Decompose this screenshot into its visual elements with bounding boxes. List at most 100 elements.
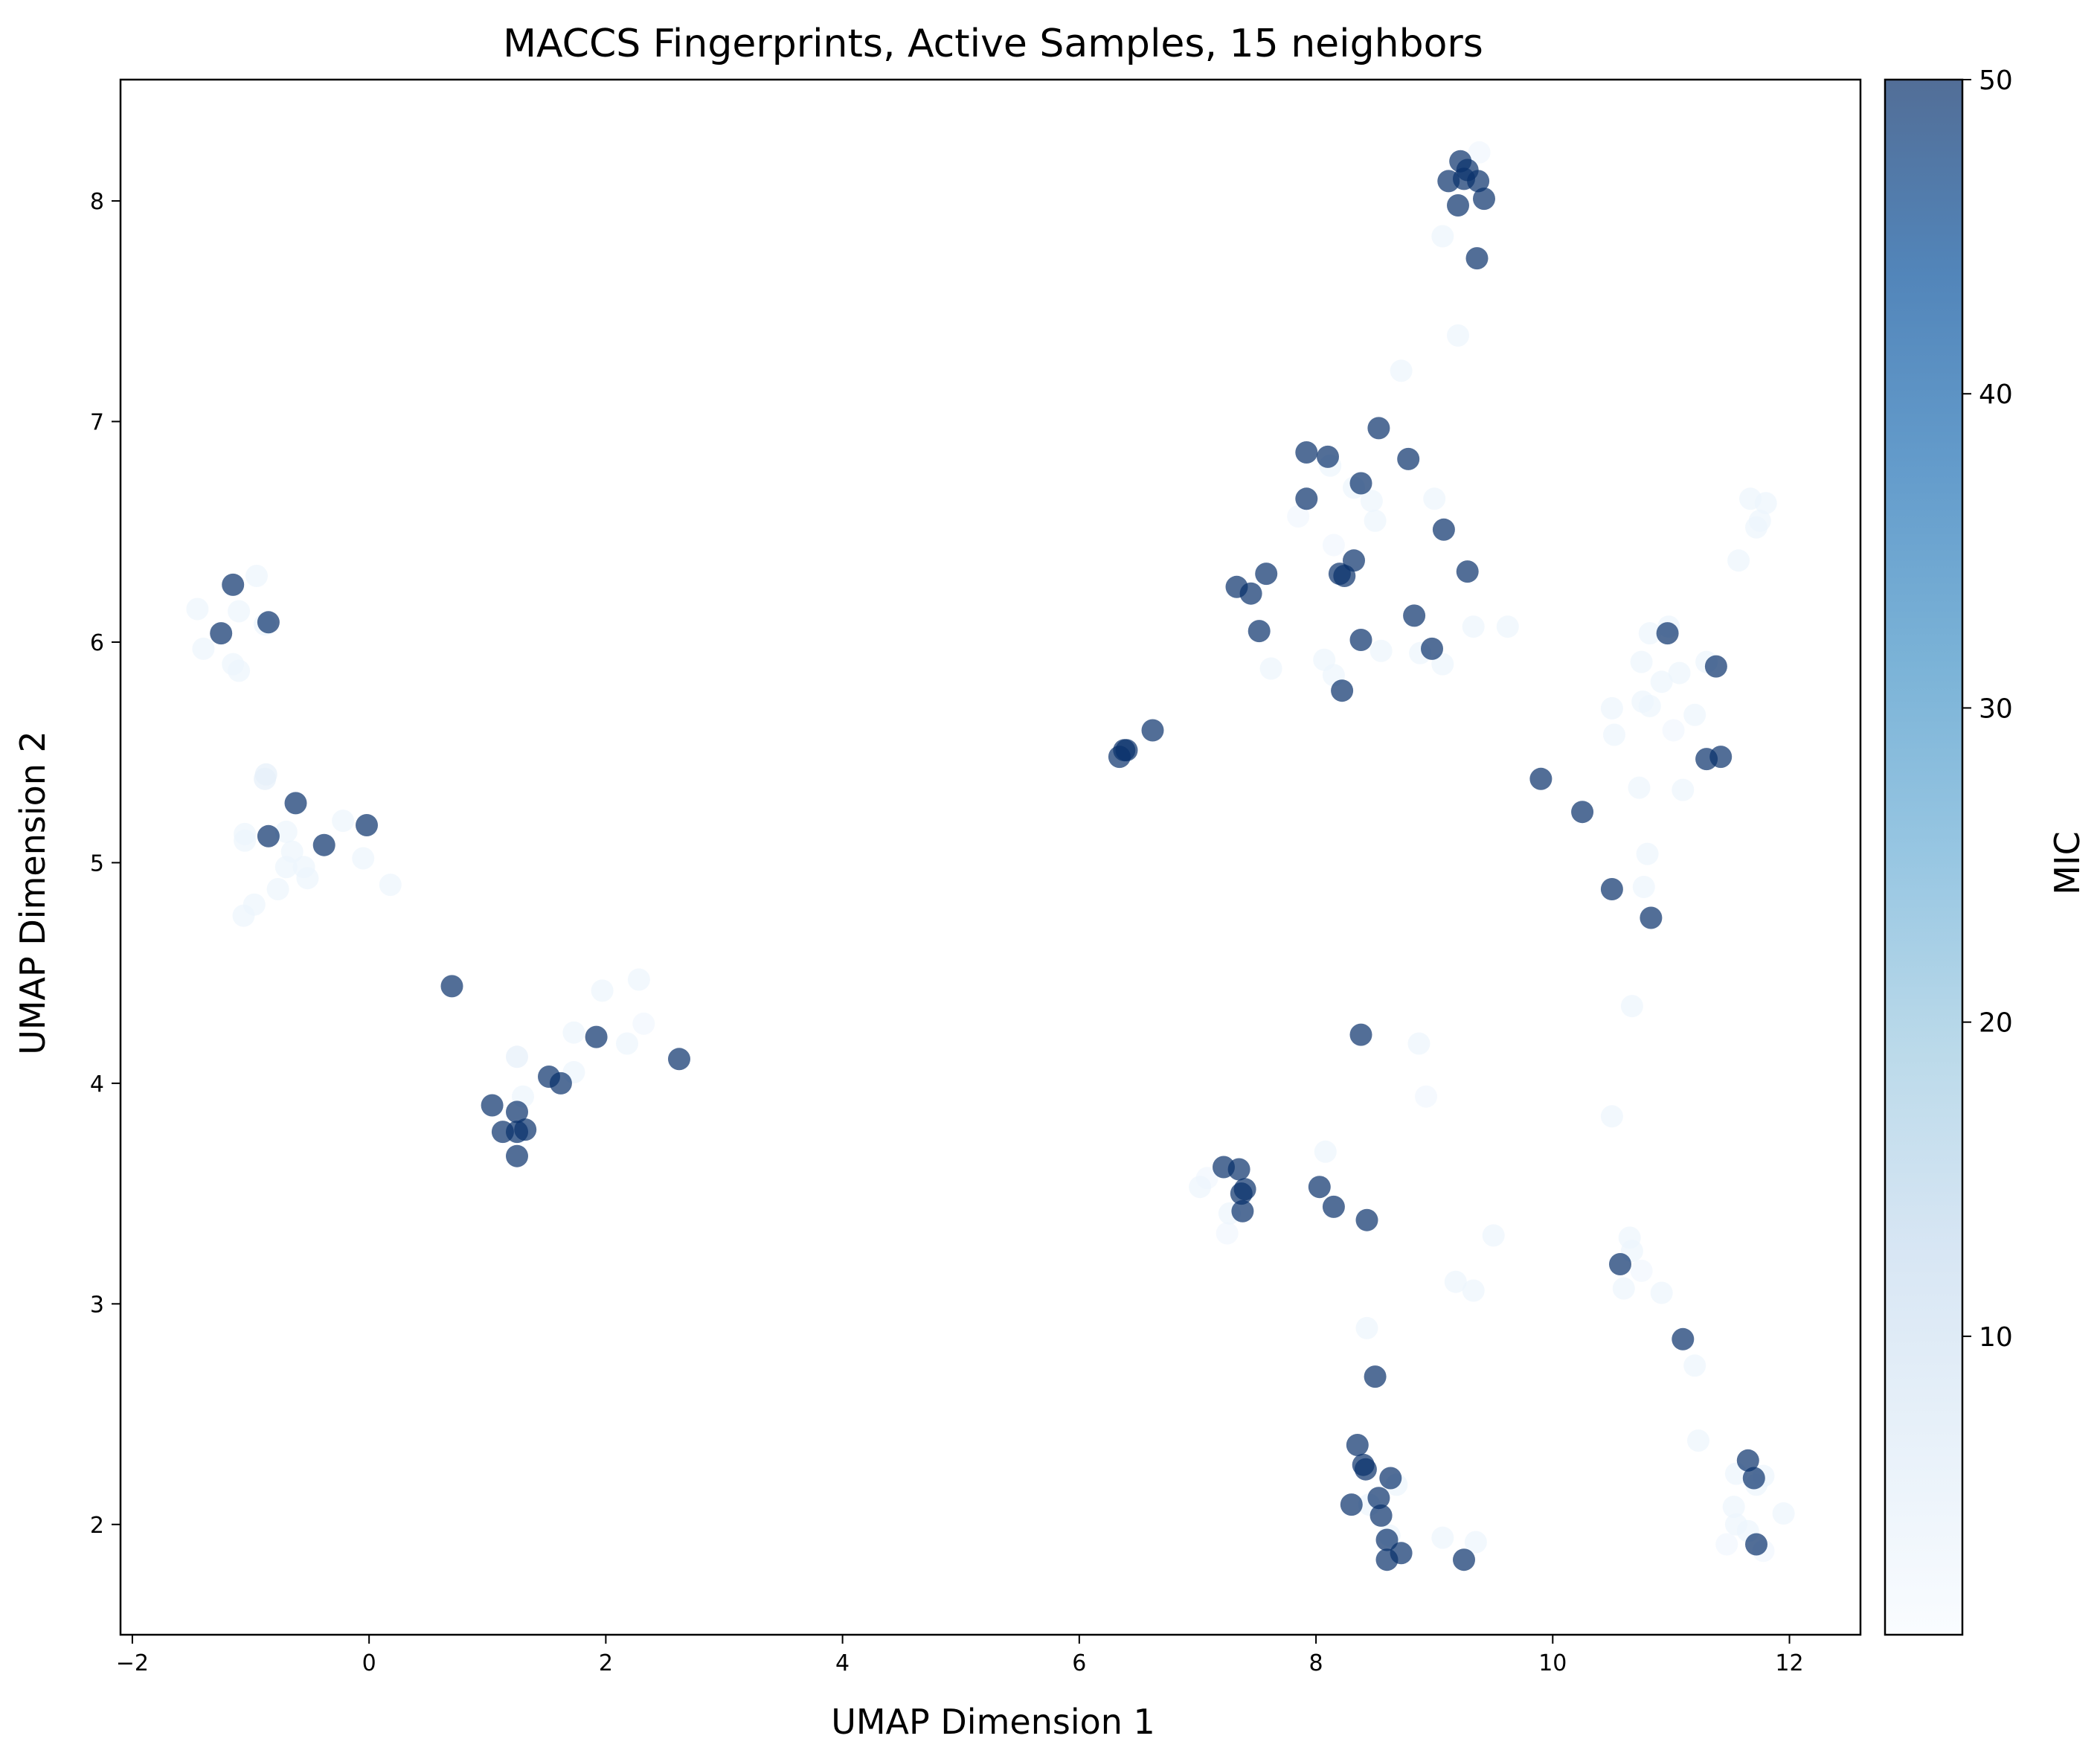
- data-point: [1390, 1542, 1413, 1565]
- data-point: [1364, 1365, 1387, 1388]
- colorbar-tick-label: 30: [1979, 693, 2013, 724]
- plot-frame: [119, 78, 1862, 1636]
- colorbar-tick-label: 10: [1979, 1322, 2013, 1353]
- data-point: [1423, 487, 1446, 510]
- data-point: [506, 1100, 528, 1124]
- data-point: [1431, 1526, 1454, 1549]
- data-point: [1687, 1429, 1709, 1452]
- colorbar-frame: [1884, 78, 1964, 1636]
- data-point: [632, 1012, 655, 1035]
- data-point: [1496, 615, 1519, 638]
- data-point: [1468, 141, 1491, 164]
- y-tick-label: 3: [90, 1292, 104, 1318]
- data-point: [1354, 1458, 1377, 1481]
- data-point: [1390, 359, 1413, 382]
- data-point: [284, 792, 307, 815]
- data-point: [1379, 1467, 1402, 1490]
- data-point: [332, 810, 355, 833]
- data-point: [1638, 694, 1661, 717]
- x-axis-label: UMAP Dimension 1: [831, 1702, 1155, 1742]
- data-point: [232, 904, 255, 927]
- y-tick-label: 2: [90, 1513, 104, 1539]
- data-point: [1375, 1528, 1399, 1551]
- data-point: [1630, 1259, 1653, 1282]
- data-point: [1295, 487, 1318, 510]
- data-point: [257, 824, 280, 848]
- data-point: [210, 622, 233, 645]
- data-point: [1349, 472, 1372, 495]
- data-point: [1600, 1105, 1623, 1128]
- data-point: [1415, 1085, 1437, 1108]
- data-point: [585, 1025, 608, 1048]
- data-point: [1662, 719, 1685, 742]
- data-point: [1600, 696, 1623, 720]
- data-point: [1216, 1222, 1239, 1245]
- colorbar-tick-label: 20: [1979, 1008, 2013, 1039]
- data-point: [1355, 1316, 1378, 1339]
- x-tick-label: 0: [362, 1650, 376, 1676]
- x-tick-label: −2: [116, 1650, 149, 1676]
- data-point: [1233, 1178, 1256, 1201]
- data-point: [234, 829, 257, 852]
- data-point: [1683, 1354, 1706, 1377]
- data-point: [1609, 1253, 1631, 1275]
- data-point: [1620, 995, 1643, 1018]
- data-point: [1421, 637, 1443, 660]
- data-point: [274, 820, 298, 843]
- data-point: [1346, 1434, 1369, 1456]
- data-point: [266, 878, 289, 900]
- y-tick-label: 6: [90, 630, 104, 656]
- data-point: [1248, 620, 1271, 643]
- data-point: [352, 847, 375, 870]
- data-point: [1600, 878, 1623, 900]
- data-point: [1656, 622, 1679, 645]
- data-point: [1672, 778, 1695, 801]
- colorbar-gradient: [1885, 80, 1962, 1635]
- data-point: [1259, 657, 1282, 680]
- x-tick-label: 10: [1538, 1650, 1567, 1676]
- data-point: [379, 874, 402, 897]
- data-point: [1722, 1496, 1745, 1519]
- data-point: [1349, 1023, 1372, 1046]
- data-point: [1715, 1533, 1738, 1556]
- data-point: [245, 565, 268, 587]
- data-point: [254, 767, 277, 790]
- data-point: [1447, 194, 1469, 217]
- y-axis: 2 3 4 5 6 7 8: [90, 189, 121, 1539]
- data-point: [1367, 417, 1390, 440]
- data-point: [562, 1021, 585, 1044]
- data-point: [1638, 622, 1661, 645]
- data-point: [1189, 1176, 1212, 1199]
- data-point: [1287, 505, 1310, 528]
- data-point: [1464, 1531, 1487, 1554]
- data-point: [1340, 1493, 1363, 1516]
- x-tick-label: 12: [1775, 1650, 1803, 1676]
- data-point: [481, 1094, 504, 1117]
- data-point: [257, 611, 280, 634]
- data-point: [549, 1071, 572, 1095]
- data-point: [1727, 549, 1750, 572]
- data-point: [1736, 1449, 1759, 1472]
- data-point: [1742, 1467, 1765, 1490]
- data-point: [1360, 490, 1383, 513]
- data-point: [1227, 1158, 1250, 1181]
- data-point: [668, 1048, 690, 1071]
- data-point: [1444, 1270, 1467, 1293]
- data-point: [1367, 1487, 1390, 1510]
- x-tick-label: 6: [1072, 1650, 1086, 1676]
- data-point: [506, 1144, 528, 1167]
- data-point: [1640, 906, 1663, 929]
- data-point: [1447, 324, 1469, 347]
- data-point: [1632, 876, 1655, 898]
- data-point: [356, 814, 378, 836]
- data-point: [1407, 1032, 1430, 1055]
- data-point: [506, 1045, 528, 1068]
- data-point: [1612, 1277, 1635, 1300]
- colorbar-tick-label: 40: [1979, 379, 2013, 410]
- data-point: [591, 979, 614, 1002]
- data-point: [1745, 1533, 1767, 1556]
- x-axis: −2 0 2 4 6 8 10 12: [116, 1635, 1804, 1676]
- y-axis-label: UMAP Dimension 2: [13, 731, 53, 1055]
- data-point: [627, 968, 650, 991]
